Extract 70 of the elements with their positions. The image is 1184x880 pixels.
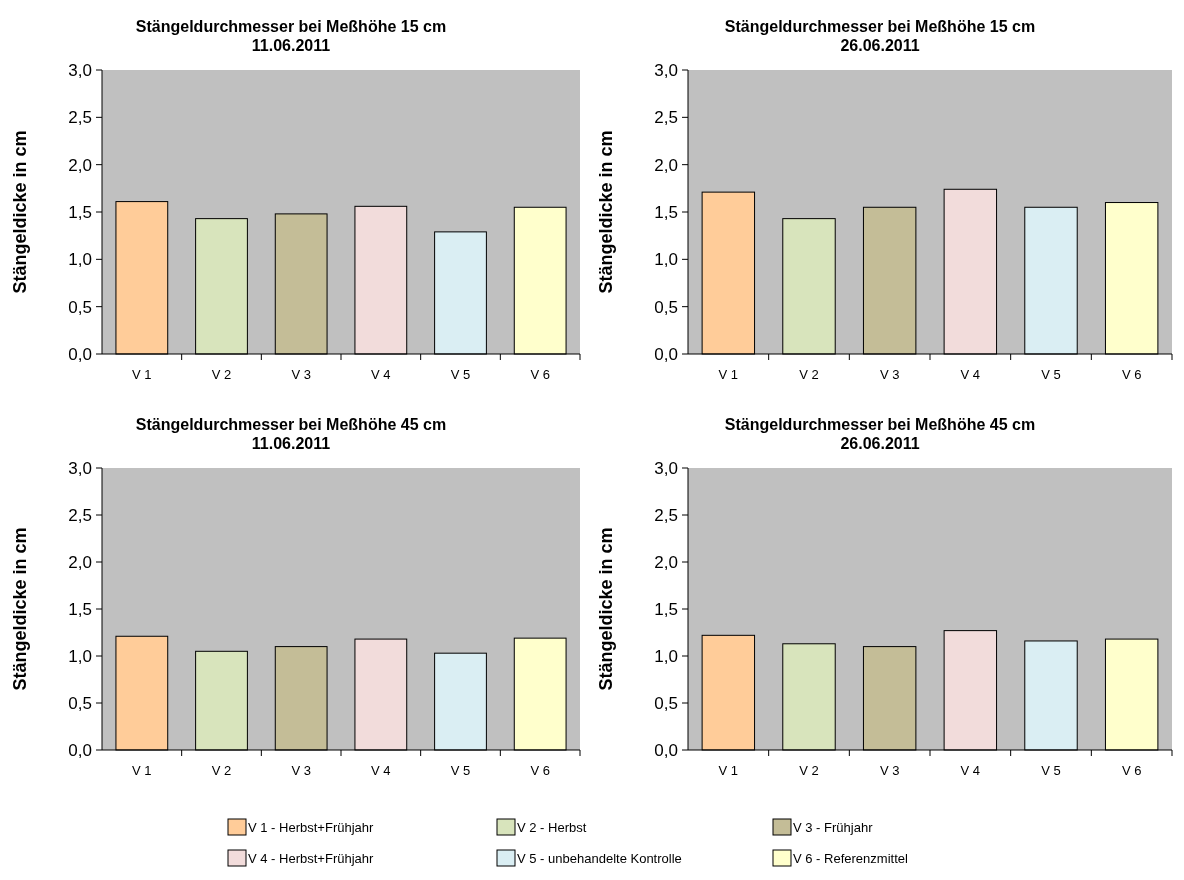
x-tick-label: V 5 <box>450 367 471 382</box>
x-tick-label: V 6 <box>1121 367 1142 382</box>
y-tick-label: 0,5 <box>68 693 92 713</box>
category-label: V 2 - Herbst <box>517 819 587 835</box>
y-axis-title: Stängeldicke in cm <box>596 130 616 294</box>
y-tick-label: 0,0 <box>654 740 678 760</box>
y-tick-label: 1,5 <box>68 599 92 619</box>
y-tick-label: 2,0 <box>654 552 678 572</box>
y-tick-label: 3,0 <box>68 458 92 478</box>
x-tick-label: V 3 <box>879 367 900 382</box>
x-tick-label: V 5 <box>1041 763 1061 778</box>
category-label: V 6 - Referenzmittel <box>793 850 908 866</box>
y-tick-label: 2,0 <box>654 155 678 175</box>
y-axis-title: Stängeldicke in cm <box>10 130 30 294</box>
x-tick-label: V 5 <box>450 763 471 778</box>
y-tick-label: 0,5 <box>654 693 678 713</box>
x-tick-label: V 2 <box>211 763 232 778</box>
y-tick-label: 2,0 <box>68 155 92 175</box>
x-tick-label: V 2 <box>799 763 819 778</box>
x-tick-label: V 1 <box>132 367 152 382</box>
x-tick-label: V 1 <box>718 763 739 778</box>
y-tick-label: 1,0 <box>68 646 92 666</box>
y-tick-label: 1,0 <box>654 646 678 666</box>
category-label: V 1 - Herbst+Frühjahr <box>248 819 375 835</box>
y-tick-label: 2,5 <box>654 505 678 525</box>
chart-title: Stängeldurchmesser bei Meßhöhe 15 cm <box>135 18 447 35</box>
y-tick-label: 3,0 <box>68 60 92 80</box>
category-label: V 5 - unbehandelte Kontrolle <box>517 850 682 866</box>
x-tick-label: V 1 <box>132 763 152 778</box>
x-tick-label: V 6 <box>530 763 550 778</box>
x-tick-label: V 4 <box>960 367 981 382</box>
y-tick-label: 2,5 <box>68 505 92 525</box>
y-tick-label: 1,5 <box>654 599 678 619</box>
y-tick-label: 1,0 <box>68 250 92 270</box>
y-tick-label: 3,0 <box>654 458 678 478</box>
y-axis-title: Stängeldicke in cm <box>596 527 616 691</box>
x-tick-label: V 4 <box>371 367 391 382</box>
y-tick-label: 0,0 <box>68 344 92 364</box>
x-tick-label: V 6 <box>1121 763 1142 778</box>
y-tick-label: 0,0 <box>68 740 92 760</box>
y-axis-title: Stängeldicke in cm <box>10 527 30 691</box>
category-label: V 4 - Herbst+Frühjahr <box>248 850 375 866</box>
x-tick-label: V 2 <box>799 367 819 382</box>
y-tick-label: 0,5 <box>654 297 678 317</box>
x-tick-label: V 3 <box>879 763 900 778</box>
x-tick-label: V 5 <box>1041 367 1061 382</box>
x-tick-label: V 1 <box>718 367 739 382</box>
y-tick-label: 2,0 <box>68 552 92 572</box>
y-tick-label: 0,5 <box>68 297 92 317</box>
chart-title: Stängeldurchmesser bei Meßhöhe 45 cm <box>135 416 447 433</box>
chart-subtitle: 26.06.2011 <box>840 37 920 54</box>
y-tick-label: 1,5 <box>68 202 92 222</box>
y-tick-label: 1,0 <box>654 250 678 270</box>
chart-subtitle: 11.06.2011 <box>251 435 331 452</box>
y-tick-label: 2,5 <box>654 108 678 128</box>
y-tick-label: 0,0 <box>654 344 678 364</box>
y-tick-label: 3,0 <box>654 60 678 80</box>
chart-title: Stängeldurchmesser bei Meßhöhe 45 cm <box>724 416 1036 433</box>
x-tick-label: V 4 <box>960 763 981 778</box>
category-label: V 3 - Frühjahr <box>793 819 874 835</box>
y-tick-label: 1,5 <box>654 202 678 222</box>
y-tick-label: 2,5 <box>68 108 92 128</box>
x-tick-label: V 4 <box>371 763 391 778</box>
x-tick-label: V 3 <box>291 367 311 382</box>
chart-subtitle: 26.06.2011 <box>840 435 920 452</box>
x-tick-label: V 6 <box>530 367 550 382</box>
x-tick-label: V 2 <box>211 367 232 382</box>
chart-subtitle: 11.06.2011 <box>251 37 331 54</box>
x-tick-label: V 3 <box>291 763 311 778</box>
chart-title: Stängeldurchmesser bei Meßhöhe 15 cm <box>724 18 1036 35</box>
